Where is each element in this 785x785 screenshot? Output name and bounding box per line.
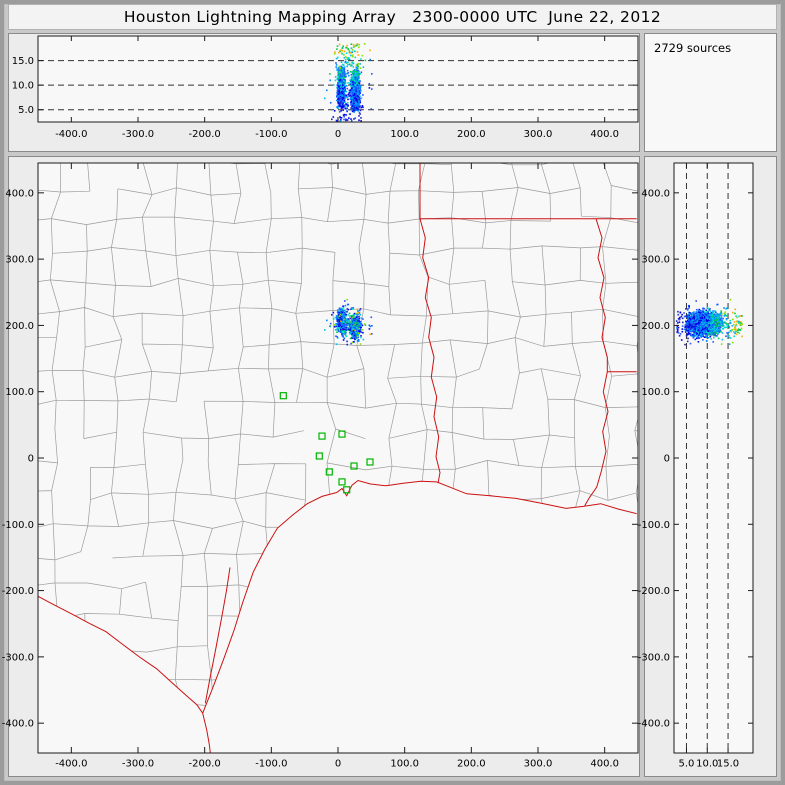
tick-label: -400.0 xyxy=(2,719,34,730)
alt-ns-plot-face[interactable] xyxy=(674,163,753,753)
tick-label: -100.0 xyxy=(255,759,287,770)
tick-label: 200.0 xyxy=(5,321,34,332)
tick-label: 200.0 xyxy=(457,129,486,140)
lma-station-marker xyxy=(350,462,358,470)
tick-label: 0 xyxy=(335,759,341,770)
tick-label: 300.0 xyxy=(641,255,670,266)
tick-label: 10.0 xyxy=(12,81,34,92)
tick-label: 10.0 xyxy=(696,759,718,770)
tick-label: 15.0 xyxy=(12,56,34,67)
lma-station-marker xyxy=(318,432,326,440)
lma-station-marker xyxy=(343,486,351,494)
tick-label: -100.0 xyxy=(638,520,670,531)
tick-label: 300.0 xyxy=(524,759,553,770)
tick-label: 0 xyxy=(664,454,670,465)
sabine-river xyxy=(419,218,441,484)
state-borders-layer xyxy=(38,163,637,753)
tick-label: 5.0 xyxy=(18,105,34,116)
lma-stations-layer xyxy=(279,392,374,494)
tick-label: 400.0 xyxy=(641,188,670,199)
tick-label: -300.0 xyxy=(2,652,34,663)
altitude-gridlines xyxy=(38,60,729,753)
tick-label: -200.0 xyxy=(638,586,670,597)
alt-ns-points xyxy=(675,298,743,346)
lma-station-marker xyxy=(325,468,333,476)
tick-label: 100.0 xyxy=(390,759,419,770)
lma-station-marker xyxy=(338,430,346,438)
sources-panel-box: 2729 sources xyxy=(644,33,777,152)
plan-view-plot-face[interactable] xyxy=(38,163,638,753)
tick-label: 200.0 xyxy=(457,759,486,770)
tick-label: 100.0 xyxy=(641,387,670,398)
tick-label: 400.0 xyxy=(590,129,619,140)
tick-label: 5.0 xyxy=(679,759,695,770)
tick-label: -200.0 xyxy=(189,129,221,140)
tick-label: -200.0 xyxy=(189,759,221,770)
tick-label: 400.0 xyxy=(5,188,34,199)
tick-label: 100.0 xyxy=(390,129,419,140)
plan-view-points xyxy=(324,298,373,346)
alt-ew-points xyxy=(324,43,373,122)
tick-label: 100.0 xyxy=(5,387,34,398)
tick-label: 300.0 xyxy=(524,129,553,140)
tick-label: -300.0 xyxy=(122,759,154,770)
tick-label: 300.0 xyxy=(5,255,34,266)
tick-label: 0 xyxy=(335,129,341,140)
tick-label: -100.0 xyxy=(2,520,34,531)
lma-station-marker xyxy=(315,452,323,460)
lma-station-marker xyxy=(279,392,287,400)
lma-station-marker xyxy=(366,458,374,466)
tick-label: 400.0 xyxy=(590,759,619,770)
axes-layer: -400.0 -400.0 -300.0 -300.0 -200.0 -200.0 -100… xyxy=(2,36,753,770)
tick-label: -200.0 xyxy=(2,586,34,597)
lma-station-marker xyxy=(338,478,346,486)
tick-label: -300.0 xyxy=(122,129,154,140)
title-bar: Houston Lightning Mapping Array 2300-000… xyxy=(8,4,777,30)
page-title: Houston Lightning Mapping Array 2300-000… xyxy=(123,8,662,26)
tick-label: -400.0 xyxy=(55,129,87,140)
coastline xyxy=(202,479,637,714)
tick-label: 0 xyxy=(28,454,34,465)
rio-grande xyxy=(38,595,204,714)
tick-label: 15.0 xyxy=(717,759,739,770)
tick-label: -400.0 xyxy=(55,759,87,770)
tick-label: -100.0 xyxy=(255,129,287,140)
tick-label: 200.0 xyxy=(641,321,670,332)
barrier-island xyxy=(204,567,231,704)
mexico-coast xyxy=(202,713,211,753)
tick-label: -300.0 xyxy=(638,652,670,663)
tick-label: -400.0 xyxy=(638,719,670,730)
sources-count-label: 2729 sources xyxy=(654,41,732,55)
